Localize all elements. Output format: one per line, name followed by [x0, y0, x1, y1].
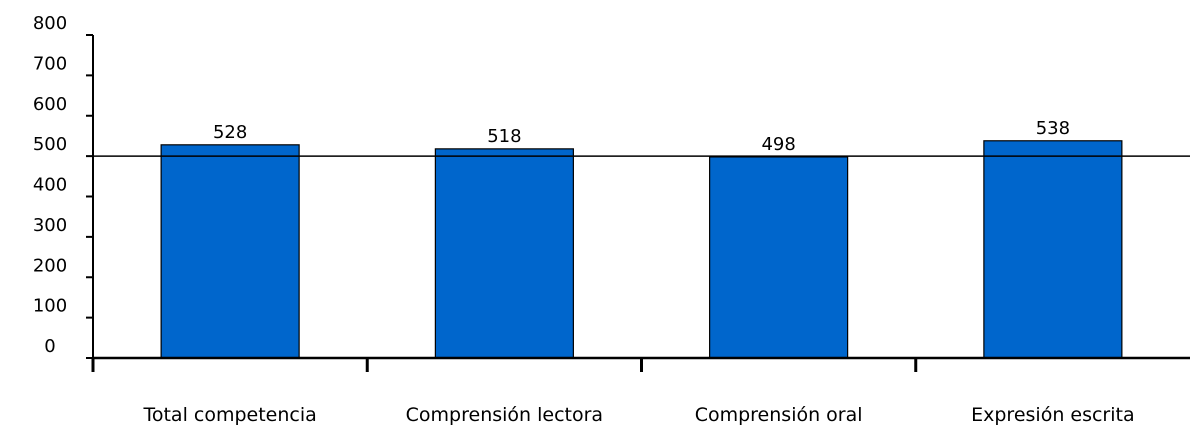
y-tick-label: 100 [33, 296, 67, 317]
data-label: 528 [213, 122, 247, 143]
x-tick-label: Comprensión lectora [406, 404, 603, 426]
x-tick-label: Expresión escrita [971, 404, 1135, 426]
y-tick-label: 400 [33, 175, 67, 196]
y-tick-label: 500 [33, 134, 67, 155]
y-tick-label: 700 [33, 53, 67, 74]
x-tick-label: Comprensión oral [695, 404, 863, 426]
data-label: 538 [1036, 118, 1070, 139]
y-tick-label: 800 [33, 13, 67, 34]
bar [983, 140, 1123, 359]
y-tick-label: 200 [33, 255, 67, 276]
bar [434, 148, 574, 359]
x-tick-label: Total competencia [142, 404, 316, 426]
y-tick-label: 300 [33, 215, 67, 236]
data-label: 498 [761, 134, 795, 155]
y-tick-label: 600 [33, 94, 67, 115]
y-tick-label: 0 [44, 336, 55, 357]
data-label: 518 [487, 126, 521, 147]
bar [709, 156, 849, 359]
bar [160, 144, 300, 359]
